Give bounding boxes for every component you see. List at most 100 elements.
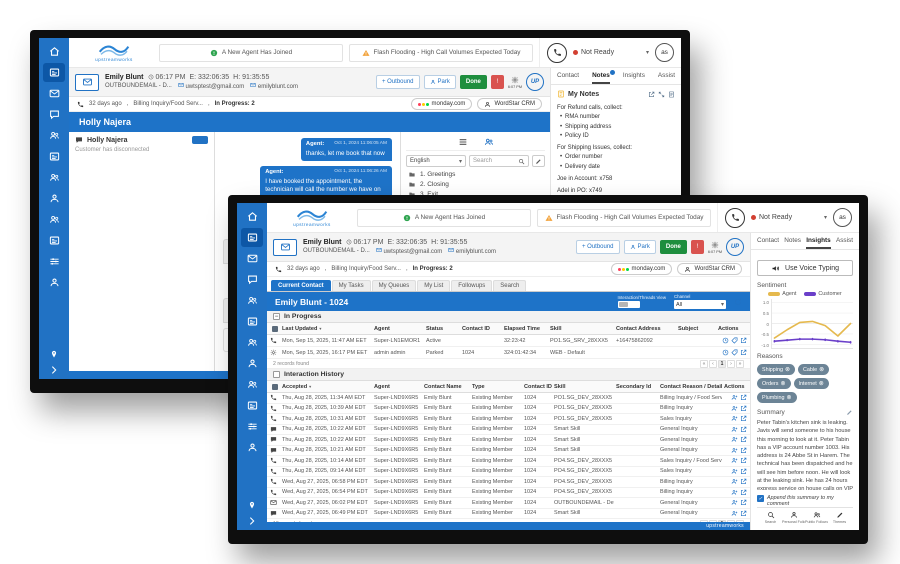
sidebar-item[interactable] (43, 84, 65, 103)
pagination-button[interactable]: « (700, 519, 708, 522)
alert-button[interactable]: ! (690, 240, 704, 254)
reason-tag[interactable]: Cable (798, 364, 830, 375)
column-header[interactable]: Contact ID (462, 325, 490, 332)
settings-button[interactable]: 6:07 PM (708, 241, 722, 254)
assign-user-icon[interactable] (731, 457, 738, 464)
reason-tag[interactable]: Shipping (757, 364, 796, 375)
sidebar-item[interactable] (241, 228, 263, 247)
wordstar-crm-link[interactable]: WordStar CRM (477, 98, 542, 110)
sidebar-item[interactable] (241, 438, 263, 457)
panel-tab[interactable]: Contact (757, 237, 780, 244)
table-row[interactable]: Thu, Aug 28, 2025, 10:21 AM EDT Super-LN… (267, 446, 750, 456)
column-header[interactable]: Skill (550, 325, 562, 332)
pagination-button[interactable]: › (727, 359, 735, 368)
channel-select[interactable]: All (674, 300, 726, 309)
column-header[interactable]: Accepted (280, 384, 372, 390)
open-contact-icon[interactable] (740, 468, 747, 475)
column-header[interactable]: Contact Reason / Detail (660, 383, 722, 390)
open-contact-icon[interactable] (740, 436, 747, 443)
expand-sidebar-icon[interactable] (49, 365, 59, 375)
avatar[interactable]: as (655, 43, 674, 62)
refresh-button[interactable] (734, 293, 742, 311)
search-input[interactable]: Search (469, 155, 529, 167)
sidebar-item[interactable] (241, 417, 263, 436)
assign-user-icon[interactable] (731, 436, 738, 443)
history-icon[interactable] (722, 349, 729, 356)
table-row[interactable]: Wed, Aug 27, 2025, 06:58 PM EDT Super-LN… (267, 477, 750, 488)
assign-user-icon[interactable] (731, 405, 738, 412)
panel-tab[interactable]: Contact (557, 72, 580, 79)
table-row[interactable]: Thu, Aug 28, 2025, 10:14 AM EDT Super-LN… (267, 456, 750, 467)
open-contact-icon[interactable] (740, 349, 747, 356)
settings-button[interactable]: 6:07 PM (508, 76, 522, 89)
park-button[interactable]: Park (623, 240, 656, 254)
sidebar-item[interactable] (241, 207, 263, 226)
pin-icon[interactable] (247, 501, 257, 511)
history-icon[interactable] (722, 337, 729, 344)
sidebar-item[interactable] (43, 42, 65, 61)
workspace-tab[interactable]: Current Contact (271, 280, 331, 291)
assign-user-icon[interactable] (731, 394, 738, 401)
panel-tab[interactable]: Notes (592, 70, 615, 84)
column-header[interactable]: Last Updated (280, 326, 372, 332)
open-contact-icon[interactable] (740, 394, 747, 401)
column-header[interactable]: Agent (374, 325, 390, 332)
monday-link[interactable]: monday.com (610, 263, 673, 275)
sidebar-item[interactable] (43, 168, 65, 187)
reason-tag[interactable]: Plumbing (757, 392, 797, 403)
sidebar-item[interactable] (43, 105, 65, 124)
column-header[interactable]: Contact ID (524, 383, 552, 390)
sidebar-item[interactable] (241, 354, 263, 373)
select-all-checkbox[interactable] (272, 325, 278, 332)
column-header[interactable]: Contact Address (616, 325, 661, 332)
assign-user-icon[interactable] (731, 489, 738, 496)
alert-button[interactable]: ! (490, 75, 504, 89)
agent-status-dropdown[interactable]: Not Ready (573, 49, 649, 56)
toolbar-item[interactable]: Public Followups (805, 511, 828, 524)
done-button[interactable]: Done (659, 240, 687, 254)
open-contact-icon[interactable] (740, 457, 747, 464)
pagination-button[interactable]: « (700, 359, 708, 368)
threads-view-toggle[interactable] (617, 301, 640, 308)
table-row[interactable]: Mon, Sep 15, 2025, 16:17 PM EET admin ad… (267, 347, 750, 359)
column-header[interactable]: Agent (374, 383, 390, 390)
assign-user-icon[interactable] (731, 499, 738, 506)
panel-tab[interactable]: Assist (657, 72, 675, 79)
history-section-header[interactable]: Interaction History (267, 369, 750, 381)
dial-button[interactable] (725, 207, 745, 228)
column-header[interactable]: Secondary Id (616, 383, 652, 390)
table-row[interactable]: Thu, Aug 28, 2025, 09:14 AM EDT Super-LN… (267, 467, 750, 477)
people-view-tab-icon[interactable] (484, 137, 494, 147)
expand-icon[interactable] (658, 91, 665, 98)
table-row[interactable]: Wed, Aug 27, 2025, 06:49 PM EDT Super-LN… (267, 509, 750, 519)
conversation-list-item[interactable]: Holly Najera (75, 136, 208, 144)
wordstar-crm-link[interactable]: WordStar CRM (677, 263, 742, 275)
panel-tab[interactable]: Insights (622, 72, 645, 79)
open-external-icon[interactable] (648, 91, 655, 98)
column-header[interactable]: Elapsed Time (504, 325, 540, 332)
table-row[interactable]: Thu, Aug 28, 2025, 10:22 AM EDT Super-LN… (267, 435, 750, 446)
sidebar-item[interactable] (43, 147, 65, 166)
collapse-icon[interactable] (273, 313, 280, 320)
sidebar-item[interactable] (241, 291, 263, 310)
list-view-tab-icon[interactable] (458, 137, 468, 147)
workspace-tab[interactable]: Search (493, 280, 527, 291)
sidebar-item[interactable] (43, 252, 65, 271)
table-row[interactable]: Mon, Sep 15, 2025, 11:47 AM EET Super-LN… (267, 335, 750, 347)
assign-user-icon[interactable] (731, 415, 738, 422)
workspace-tab[interactable]: Followups (451, 280, 493, 291)
response-folder[interactable]: 1. Greetings (408, 171, 545, 178)
sidebar-item[interactable] (241, 270, 263, 289)
remove-icon[interactable] (785, 366, 790, 373)
open-contact-icon[interactable] (740, 447, 747, 454)
sidebar-item[interactable] (43, 189, 65, 208)
toolbar-item[interactable]: Personal Followups (782, 511, 805, 524)
pagination-button[interactable]: » (736, 519, 744, 522)
pin-icon[interactable] (49, 350, 59, 360)
pagination-button[interactable]: 1 (718, 519, 726, 522)
pagination-button[interactable]: 1 (718, 359, 726, 368)
pagination-button[interactable]: ‹ (709, 519, 717, 522)
column-header[interactable]: Skill (554, 383, 566, 390)
avatar[interactable]: as (833, 208, 852, 227)
table-row[interactable]: Thu, Aug 28, 2025, 11:34 AM EDT Super-LN… (267, 393, 750, 404)
